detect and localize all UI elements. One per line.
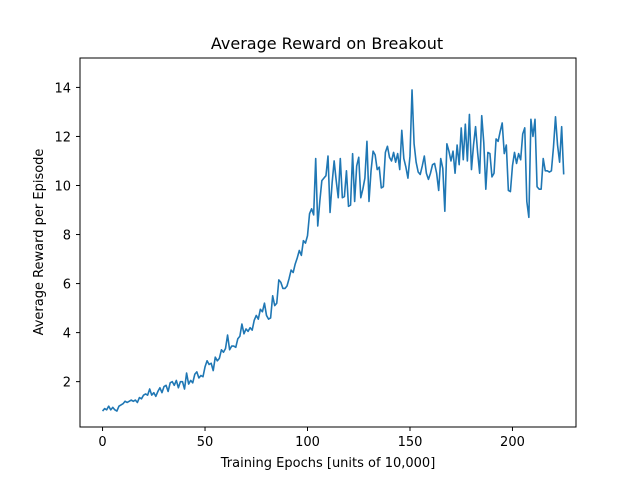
y-tick-label: 4 [63, 327, 71, 342]
x-tick-label: 200 [500, 435, 525, 450]
x-tick-label: 0 [98, 435, 106, 450]
y-axis-label: Average Reward per Episode [32, 149, 47, 336]
series-line-0 [101, 89, 565, 412]
chart-title: Average Reward on Breakout [211, 34, 443, 53]
y-tick-label: 12 [54, 130, 71, 145]
axes-frame [79, 57, 577, 428]
y-tick-label: 14 [54, 81, 71, 96]
y-tick-label: 8 [63, 229, 71, 244]
y-tick-label: 2 [63, 376, 71, 391]
x-tick-label: 150 [398, 435, 423, 450]
y-tick-label: 10 [54, 179, 71, 194]
x-tick-label: 100 [295, 435, 320, 450]
plot-area [101, 89, 565, 412]
y-tick-label: 6 [63, 278, 71, 293]
x-axis-label: Training Epochs [units of 10,000] [220, 456, 436, 471]
y-axis: 2 4 6 8 10 12 14 [54, 81, 80, 391]
x-axis: 0 50 100 150 200 [98, 427, 525, 450]
x-tick-label: 50 [197, 435, 214, 450]
